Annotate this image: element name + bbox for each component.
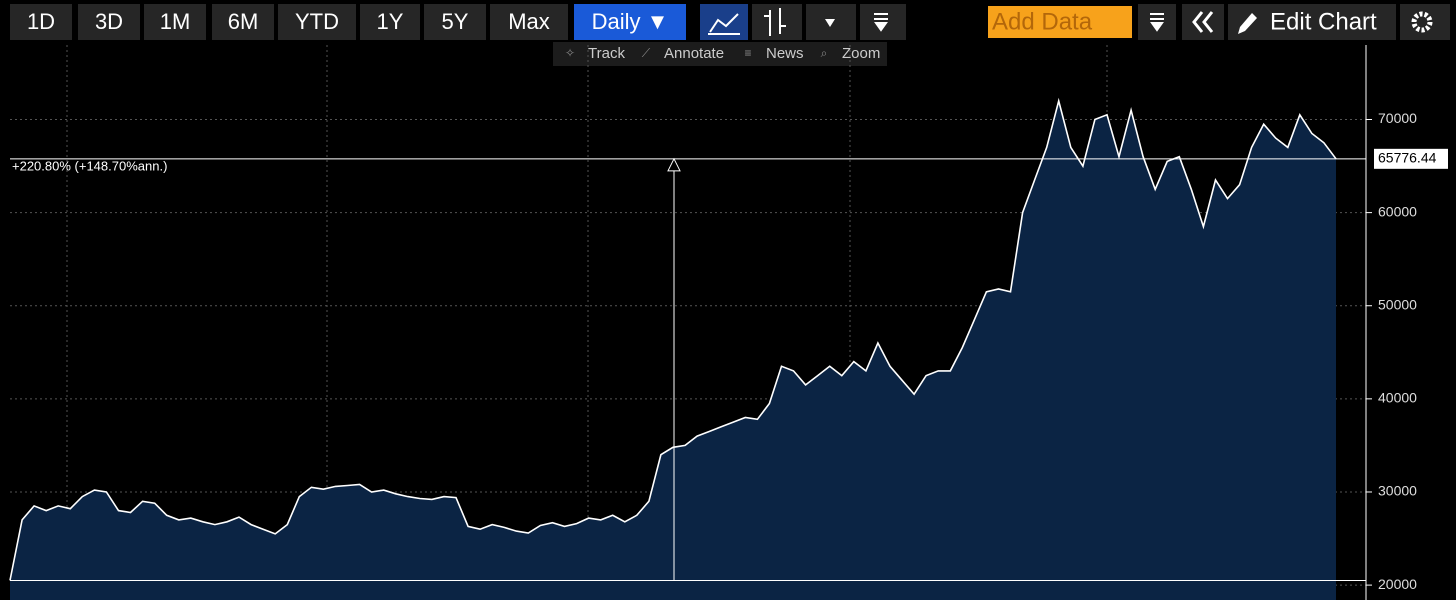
- add-data-field[interactable]: [988, 6, 1132, 38]
- range-label[interactable]: 1M: [160, 9, 191, 34]
- frequency-label[interactable]: Daily ▼: [592, 9, 669, 34]
- frequency-button[interactable]: [574, 4, 686, 40]
- y-tick-label: 40000: [1378, 390, 1417, 406]
- range-label[interactable]: YTD: [295, 9, 339, 34]
- icon-button[interactable]: [752, 4, 802, 40]
- edit-button[interactable]: [1228, 4, 1396, 40]
- subtoolbar: [553, 42, 887, 66]
- y-tick-label: 70000: [1378, 110, 1417, 126]
- range-label[interactable]: 1D: [27, 9, 55, 34]
- range-button[interactable]: [10, 4, 72, 40]
- range-button[interactable]: [360, 4, 420, 40]
- y-tick-label: 20000: [1378, 576, 1417, 592]
- sub-icon: ⟋: [642, 46, 651, 60]
- area: [10, 100, 1336, 600]
- range-button[interactable]: [424, 4, 486, 40]
- collapse-icon: [1192, 11, 1214, 33]
- range-label[interactable]: 5Y: [442, 9, 469, 34]
- add-data-label[interactable]: Add Data: [992, 8, 1093, 35]
- pencil-icon: [1238, 13, 1257, 34]
- sub-icon: ✧: [565, 46, 575, 60]
- filter-icon: [874, 13, 888, 32]
- last-value-box: [1374, 148, 1448, 169]
- range-button[interactable]: [490, 4, 568, 40]
- sub-label[interactable]: Track: [588, 45, 625, 62]
- arrow-head: [667, 157, 681, 172]
- range-button[interactable]: [278, 4, 356, 40]
- y-tick-label: 50000: [1378, 296, 1417, 312]
- sub-label[interactable]: Zoom: [842, 45, 880, 62]
- range-label[interactable]: 1Y: [377, 9, 404, 34]
- line-icon: [708, 13, 740, 35]
- sub-icon: ⌕: [821, 46, 828, 60]
- range-button[interactable]: [144, 4, 206, 40]
- range-label[interactable]: 3D: [95, 9, 123, 34]
- icon-button[interactable]: [1400, 4, 1450, 40]
- filter-icon: [1150, 13, 1164, 32]
- gear-icon: [1411, 11, 1433, 33]
- bar-icon: [764, 8, 786, 36]
- annotation: +220.80% (+148.70%ann.): [12, 158, 167, 173]
- range-label[interactable]: 6M: [228, 9, 259, 34]
- dropdown-icon: [825, 19, 835, 27]
- sub-icon: ≡: [744, 46, 751, 60]
- last-value-label: 65776.44: [1378, 150, 1437, 166]
- y-tick-label: 30000: [1378, 483, 1417, 499]
- range-button[interactable]: [78, 4, 140, 40]
- line: [9, 97, 1337, 581]
- y-tick-label: 60000: [1378, 203, 1417, 219]
- range-button[interactable]: [212, 4, 274, 40]
- sub-label[interactable]: News: [766, 45, 804, 62]
- edit-label[interactable]: Edit Chart: [1270, 8, 1377, 35]
- sub-label[interactable]: Annotate: [664, 45, 724, 62]
- range-label[interactable]: Max: [508, 9, 550, 34]
